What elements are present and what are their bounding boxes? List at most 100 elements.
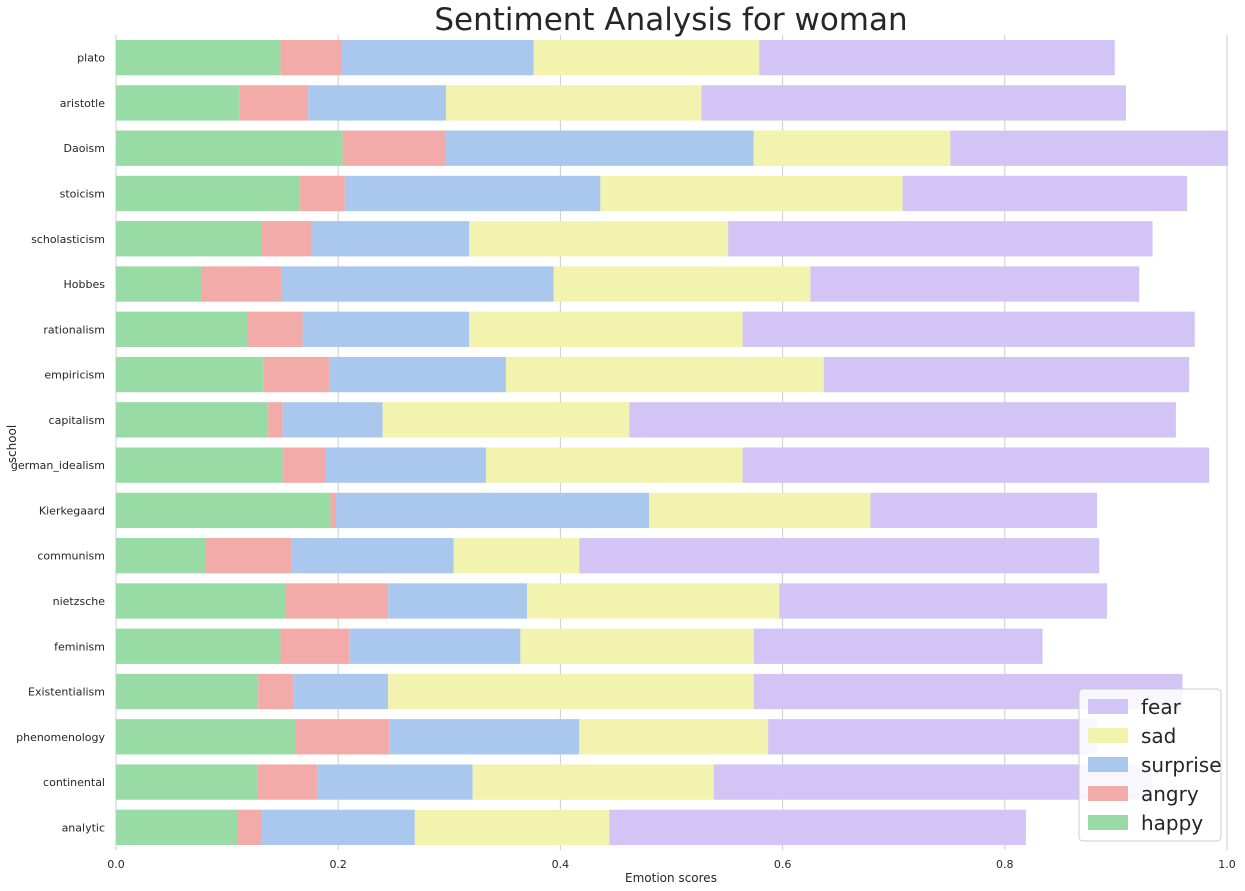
bar-angry-communism <box>205 538 292 574</box>
y-tick-label: Kierkegaard <box>39 504 105 517</box>
x-tick-labels: 0.0 0.2 0.4 0.6 0.8 1.0 <box>107 858 1236 871</box>
bar-angry-stoicism <box>299 175 345 212</box>
y-tick-label: scholasticism <box>31 233 105 246</box>
x-tick-label: 0.8 <box>996 858 1014 871</box>
chart-title: Sentiment Analysis for woman <box>434 2 907 38</box>
legend-box <box>1078 688 1222 842</box>
bar-fear-feminism <box>753 628 1043 664</box>
bar-fear-Daoism <box>950 130 1229 166</box>
bar-surprise-nietzsche <box>388 583 528 619</box>
x-gridlines <box>115 35 1228 850</box>
bar-surprise-german_idealism <box>325 447 486 483</box>
bar-fear-german_idealism <box>742 447 1210 483</box>
y-tick-label: Hobbes <box>64 278 106 291</box>
y-tick-label: analytic <box>62 821 105 834</box>
bar-sad-nietzsche <box>527 583 780 619</box>
bar-angry-Daoism <box>342 130 446 166</box>
y-tick-label: empiricism <box>44 369 105 382</box>
y-tick-label: nietzsche <box>53 595 106 608</box>
y-axis-title: school <box>5 425 19 463</box>
legend-swatch-angry <box>1088 786 1128 801</box>
bar-angry-rationalism <box>247 311 303 347</box>
bar-angry-plato <box>280 39 342 76</box>
bar-angry-feminism <box>280 628 350 664</box>
bar-sad-continental <box>472 764 714 800</box>
bar-happy-plato <box>116 39 281 76</box>
bar-sad-scholasticism <box>469 221 729 257</box>
bar-surprise-Daoism <box>445 130 754 166</box>
legend-swatch-happy <box>1088 815 1128 830</box>
bar-fear-empiricism <box>823 356 1190 393</box>
legend-swatch-fear <box>1088 699 1128 714</box>
bar-happy-capitalism <box>116 402 269 438</box>
bar-happy-phenomenology <box>116 719 296 755</box>
bar-sad-german_idealism <box>485 447 743 483</box>
x-axis-title: Emotion scores <box>625 871 717 885</box>
bar-fear-capitalism <box>629 402 1176 438</box>
bar-fear-plato <box>759 39 1115 76</box>
bar-fear-aristotle <box>701 85 1126 121</box>
bar-sad-empiricism <box>505 356 824 393</box>
bar-sad-Hobbes <box>553 266 811 302</box>
x-tick-label: 0.4 <box>552 858 570 871</box>
bar-sad-stoicism <box>600 175 903 212</box>
y-tick-label: stoicism <box>60 187 105 200</box>
x-tick-label: 0.0 <box>107 858 125 871</box>
bar-sad-Existentialism <box>388 673 754 710</box>
bar-sad-analytic <box>414 809 610 846</box>
bar-sad-phenomenology <box>579 719 769 755</box>
bar-sad-aristotle <box>445 85 702 121</box>
bar-surprise-rationalism <box>302 311 470 347</box>
bar-surprise-aristotle <box>308 85 446 121</box>
bar-happy-rationalism <box>116 311 248 347</box>
bar-happy-Existentialism <box>116 673 259 710</box>
legend-label-fear: fear <box>1141 695 1182 719</box>
legend-swatch-surprise <box>1088 757 1128 772</box>
bar-happy-nietzsche <box>116 583 286 619</box>
bar-surprise-phenomenology <box>389 719 580 755</box>
y-tick-label: phenomenology <box>16 731 105 744</box>
bar-fear-analytic <box>609 809 1026 846</box>
x-tick-label: 1.0 <box>1218 858 1236 871</box>
bar-angry-aristotle <box>239 85 309 121</box>
bar-surprise-Hobbes <box>281 266 554 302</box>
bar-fear-communism <box>579 538 1100 574</box>
bar-angry-german_idealism <box>282 447 326 483</box>
bar-angry-empiricism <box>263 356 330 393</box>
bar-fear-phenomenology <box>768 719 1098 755</box>
bar-happy-continental <box>116 764 258 800</box>
bar-surprise-stoicism <box>344 175 601 212</box>
bar-surprise-feminism <box>349 628 521 664</box>
y-tick-label: communism <box>37 550 105 563</box>
bar-happy-communism <box>116 538 206 574</box>
bar-fear-scholasticism <box>728 221 1153 257</box>
y-tick-label: german_idealism <box>11 459 105 472</box>
bar-happy-aristotle <box>116 85 240 121</box>
bar-happy-Daoism <box>116 130 343 166</box>
bar-surprise-scholasticism <box>311 221 470 257</box>
legend-label-surprise: surprise <box>1141 753 1222 777</box>
bar-happy-Hobbes <box>116 266 202 302</box>
y-tick-label: plato <box>77 52 105 65</box>
x-tick-label: 0.6 <box>774 858 792 871</box>
bar-fear-nietzsche <box>779 583 1108 619</box>
bar-sad-Daoism <box>753 130 951 166</box>
bar-surprise-continental <box>317 764 473 800</box>
bar-surprise-plato <box>341 39 534 76</box>
bar-angry-analytic <box>237 809 262 846</box>
bar-fear-rationalism <box>742 311 1195 347</box>
bar-surprise-Existentialism <box>293 673 389 710</box>
bar-sad-plato <box>533 39 760 76</box>
bar-happy-empiricism <box>116 356 264 393</box>
bar-angry-Kierkegaard <box>330 492 336 529</box>
y-tick-label: rationalism <box>43 323 105 336</box>
bar-surprise-analytic <box>261 809 415 846</box>
bar-happy-stoicism <box>116 175 300 212</box>
bar-happy-Kierkegaard <box>116 492 331 529</box>
legend: fear sad surprise angry happy <box>1078 688 1222 842</box>
bar-sad-Kierkegaard <box>649 492 871 529</box>
stacked-bars <box>116 39 1229 846</box>
bar-sad-feminism <box>520 628 754 664</box>
y-tick-label: feminism <box>54 640 105 653</box>
